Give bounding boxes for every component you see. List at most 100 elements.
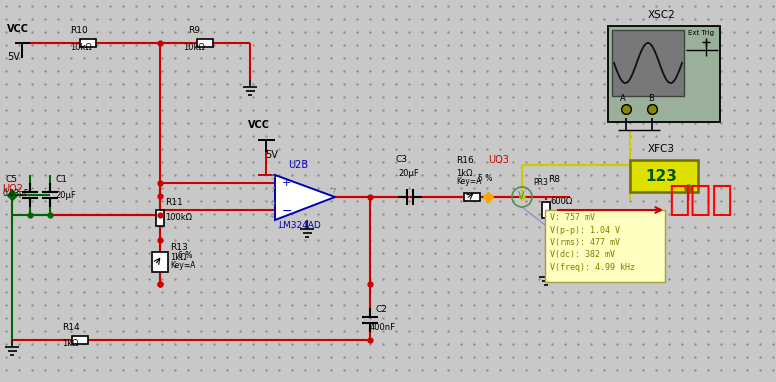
Point xyxy=(481,3,494,9)
Point xyxy=(195,211,207,217)
Point xyxy=(637,354,650,360)
Point xyxy=(273,263,286,269)
Point xyxy=(26,172,38,178)
Point xyxy=(364,107,376,113)
Point xyxy=(507,302,519,308)
Point xyxy=(676,302,688,308)
Point xyxy=(64,94,77,100)
Point xyxy=(481,224,494,230)
Point xyxy=(299,3,311,9)
Point xyxy=(468,172,480,178)
Point xyxy=(520,354,532,360)
Point xyxy=(442,107,454,113)
Point xyxy=(455,276,467,282)
Point xyxy=(195,172,207,178)
Point xyxy=(299,68,311,74)
Point xyxy=(247,68,259,74)
Point xyxy=(273,302,286,308)
Point xyxy=(442,211,454,217)
Point xyxy=(559,276,571,282)
Point xyxy=(247,328,259,334)
Point xyxy=(286,367,298,373)
Point xyxy=(753,120,766,126)
Point xyxy=(247,120,259,126)
Point xyxy=(0,237,12,243)
Point xyxy=(117,185,130,191)
Point xyxy=(52,276,64,282)
Point xyxy=(130,289,142,295)
Point xyxy=(611,250,623,256)
Point xyxy=(208,29,220,35)
Point xyxy=(546,354,558,360)
Point xyxy=(416,198,428,204)
Point xyxy=(143,198,155,204)
Point xyxy=(715,315,727,321)
Point xyxy=(637,94,650,100)
Point xyxy=(78,354,90,360)
Point xyxy=(429,237,442,243)
Point xyxy=(26,107,38,113)
Point xyxy=(715,55,727,61)
Point xyxy=(481,107,494,113)
Point xyxy=(494,224,506,230)
Bar xyxy=(630,160,698,192)
Point xyxy=(169,237,182,243)
Point xyxy=(585,3,598,9)
Point xyxy=(312,211,324,217)
Point xyxy=(520,81,532,87)
Point xyxy=(702,94,714,100)
Point xyxy=(208,146,220,152)
Point xyxy=(156,16,168,22)
Point xyxy=(507,211,519,217)
Point xyxy=(676,42,688,48)
Point xyxy=(572,68,584,74)
Point xyxy=(299,133,311,139)
Point xyxy=(364,250,376,256)
Point xyxy=(403,81,415,87)
Point xyxy=(91,315,103,321)
Point xyxy=(585,198,598,204)
Point xyxy=(455,250,467,256)
Point xyxy=(403,172,415,178)
Point xyxy=(117,315,130,321)
Point xyxy=(12,367,25,373)
Point xyxy=(221,133,234,139)
Point xyxy=(195,198,207,204)
Point xyxy=(0,42,12,48)
Point xyxy=(52,68,64,74)
Text: R13: R13 xyxy=(170,243,188,252)
Point xyxy=(0,250,12,256)
Point xyxy=(247,263,259,269)
Bar xyxy=(197,39,213,47)
Point xyxy=(338,263,350,269)
Point xyxy=(78,224,90,230)
Point xyxy=(182,315,194,321)
Point xyxy=(234,107,246,113)
Text: 7: 7 xyxy=(331,188,335,194)
Point xyxy=(663,29,675,35)
Point xyxy=(572,172,584,178)
Point xyxy=(169,289,182,295)
Point xyxy=(442,341,454,347)
Point xyxy=(598,211,610,217)
Point xyxy=(64,237,77,243)
Point xyxy=(494,211,506,217)
Point xyxy=(169,68,182,74)
Point xyxy=(442,302,454,308)
Point xyxy=(286,146,298,152)
Point xyxy=(247,94,259,100)
Point xyxy=(104,172,116,178)
Point xyxy=(247,276,259,282)
Point xyxy=(598,185,610,191)
Point xyxy=(312,250,324,256)
Point xyxy=(611,159,623,165)
Point xyxy=(182,120,194,126)
Point xyxy=(598,367,610,373)
Point xyxy=(234,263,246,269)
Point xyxy=(533,16,546,22)
Point xyxy=(260,42,272,48)
Point xyxy=(143,159,155,165)
Point xyxy=(64,133,77,139)
Text: LM324AD: LM324AD xyxy=(278,221,320,230)
Point xyxy=(12,55,25,61)
